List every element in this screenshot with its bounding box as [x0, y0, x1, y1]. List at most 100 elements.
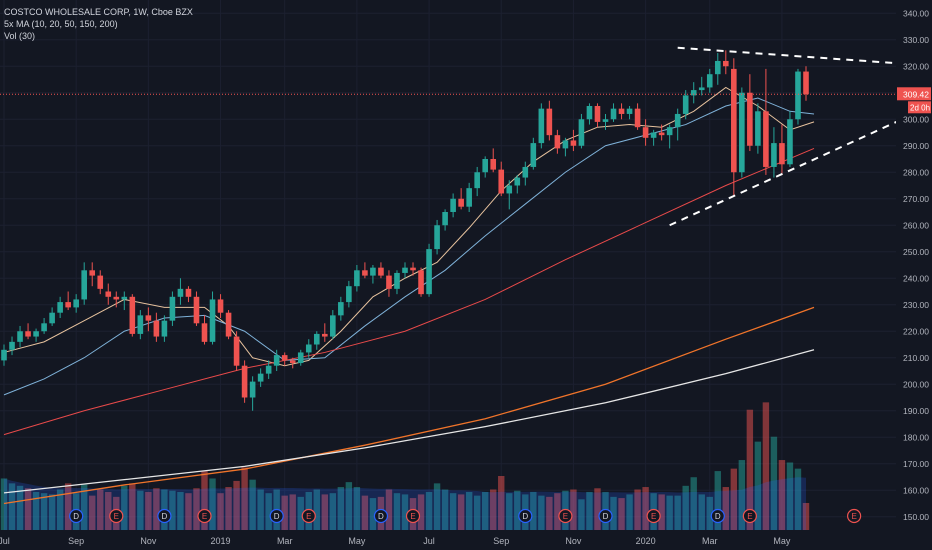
candle-body [193, 296, 200, 324]
last-price-label: 309.42 [903, 89, 929, 99]
candle-body [723, 60, 729, 67]
volume-bar [121, 485, 128, 530]
event-marker [269, 508, 284, 524]
volume-bar [449, 493, 457, 530]
candle-body [153, 320, 160, 337]
volume-bar [89, 495, 96, 530]
candle-body [225, 312, 232, 337]
candle-body [506, 185, 513, 194]
candle-body [410, 267, 416, 271]
volume-bar [329, 493, 337, 530]
candle-body [674, 113, 681, 128]
ma-legend: 5x MA (10, 20, 50, 150, 200) [4, 19, 118, 29]
volume-bar [465, 491, 473, 530]
candle-body [177, 288, 184, 297]
volume-bar [778, 460, 786, 530]
price-tick-label: 340.00 [903, 8, 929, 18]
candle-body [25, 331, 31, 337]
dividend-marker: D [522, 512, 528, 521]
candle-body [113, 296, 120, 300]
candle-body [682, 95, 689, 114]
candle-body [731, 68, 737, 173]
price-tick-label: 260.00 [903, 220, 929, 230]
volume-bar [177, 491, 184, 530]
dividend-marker: D [715, 512, 721, 521]
candle-body [121, 296, 128, 300]
candle-body [57, 302, 63, 313]
candle-body [458, 198, 464, 207]
candle-body [610, 108, 617, 120]
volume-bar [201, 471, 208, 530]
dividend-marker: D [162, 512, 168, 521]
volume-bar [610, 496, 617, 530]
volume-bar [40, 493, 48, 530]
volume-bar [762, 402, 770, 530]
price-tick-label: 320.00 [903, 61, 929, 71]
candle-body [570, 140, 577, 146]
candle-body [779, 143, 785, 165]
candle-body [530, 143, 537, 167]
candle-body [41, 323, 47, 332]
volume-bar [153, 488, 160, 530]
candle-body [378, 267, 384, 276]
candle-body [739, 92, 745, 173]
volume-bar [738, 460, 746, 530]
event-marker [847, 508, 862, 524]
candle-body [346, 286, 352, 303]
earnings-marker: E [563, 512, 568, 521]
candle-body [257, 373, 264, 382]
price-tick-label: 230.00 [903, 300, 929, 310]
volume-bar [337, 487, 345, 530]
candle-body [394, 272, 400, 289]
candle-body [771, 143, 777, 167]
volume-bar [482, 491, 489, 530]
candle-body [442, 212, 448, 226]
volume-bar [674, 495, 681, 530]
price-tick-label: 170.00 [903, 459, 929, 469]
volume-bar [714, 471, 721, 530]
candle-body [602, 119, 609, 122]
price-tick-label: 180.00 [903, 432, 929, 442]
candle-body [354, 270, 360, 287]
volume-bar [802, 503, 810, 530]
candle-body [578, 119, 585, 146]
price-tick-label: 150.00 [903, 512, 929, 522]
volume-bar [546, 496, 553, 530]
chart-legend: COSTCO WHOLESALE CORP, 1W, Cboe BZX 5x M… [4, 6, 193, 42]
volume-bar [56, 489, 64, 530]
volume-bar [554, 493, 561, 530]
ma-line-50 [3, 147, 815, 436]
volume-bar [145, 491, 152, 530]
candle-body [474, 172, 480, 189]
candle-body [747, 92, 753, 146]
volume-bar [457, 494, 465, 530]
volume-bar [321, 494, 328, 530]
volume-bar [64, 483, 72, 530]
volume-bar [0, 478, 8, 530]
event-marker [301, 508, 316, 524]
event-marker [405, 508, 421, 524]
volume-bar [786, 462, 794, 530]
volume-bar [169, 490, 176, 530]
volume-legend: Vol (30) [4, 31, 36, 41]
volume-bar [754, 441, 762, 530]
volume-bar [618, 498, 625, 530]
trendline [677, 46, 903, 65]
candle-body [1, 349, 7, 361]
volume-bar [217, 493, 224, 530]
candle-body [787, 119, 793, 165]
candle-body [281, 355, 288, 361]
time-tick-label: 2020 [636, 536, 656, 546]
volume-bar [385, 489, 393, 530]
volume-bar [401, 494, 409, 530]
candle-body [666, 127, 673, 136]
candle-body [658, 132, 665, 136]
volume-bar [698, 494, 705, 530]
dividend-marker: D [73, 512, 79, 521]
candle-body [161, 320, 168, 337]
candle-body [482, 159, 488, 173]
candle-body [626, 108, 633, 114]
dividend-marker: D [603, 512, 609, 521]
candle-body [755, 111, 761, 146]
